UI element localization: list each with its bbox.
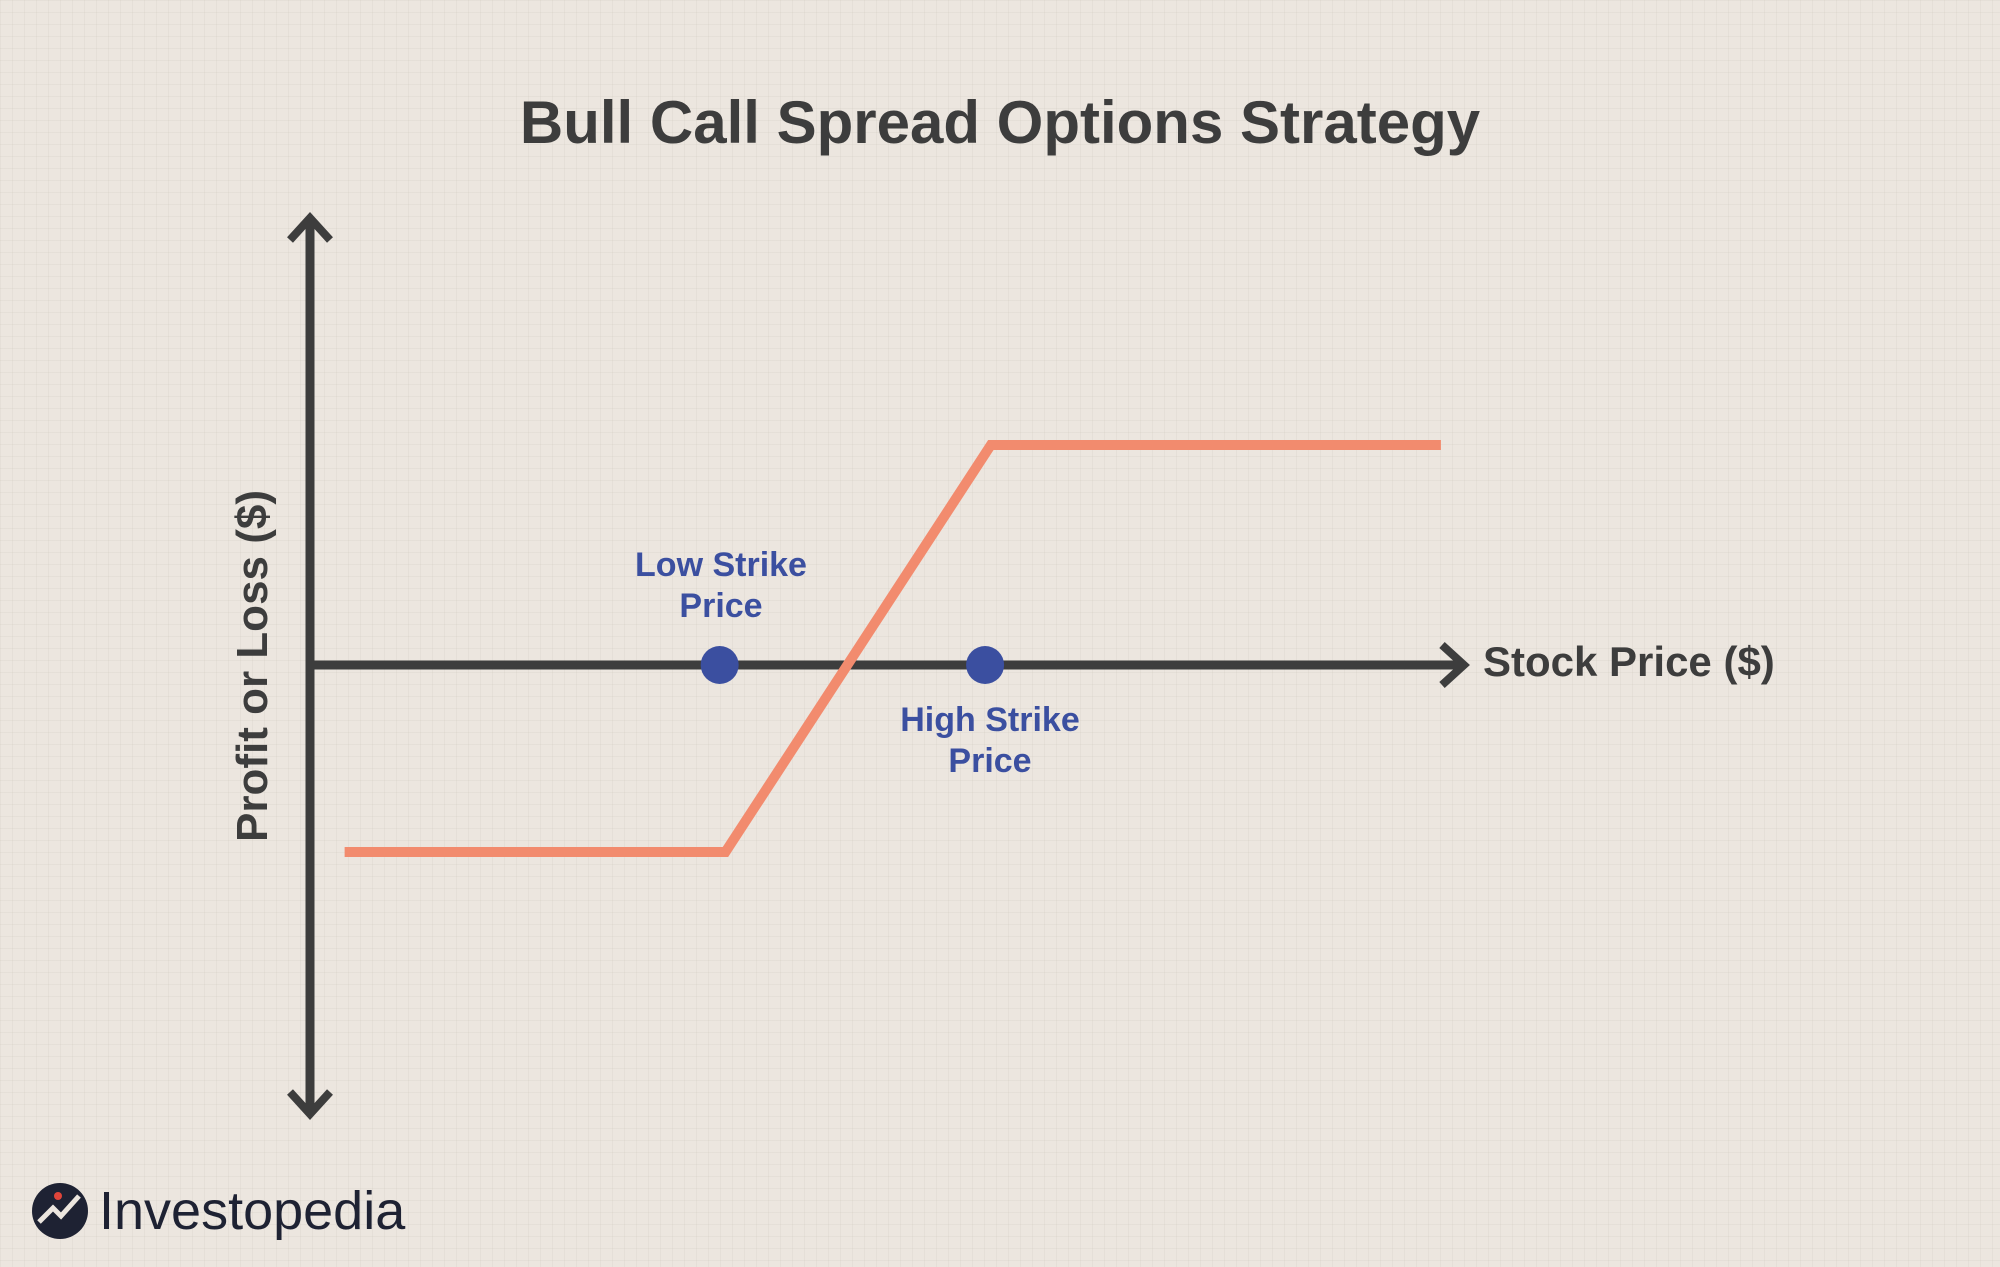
high-strike-marker	[966, 646, 1005, 684]
x-axis-arrow	[1439, 642, 1470, 688]
high-strike-label-line2: Price	[948, 742, 1032, 780]
investopedia-logo: Investopedia	[31, 1180, 405, 1242]
investopedia-logo-icon	[32, 1183, 88, 1239]
y-axis-arrow-bottom	[287, 1089, 333, 1120]
chart-title: Bull Call Spread Options Strategy	[519, 89, 1481, 156]
payoff-line	[344, 440, 1441, 857]
y-axis-label: Profit or Loss ($)	[228, 489, 277, 843]
low-strike-label-line2: Price	[679, 587, 763, 625]
low-strike-marker	[700, 646, 739, 684]
low-strike-label: Low Strike Price	[571, 545, 871, 627]
high-strike-label-line1: High Strike	[900, 701, 1080, 739]
low-strike-label-line1: Low Strike	[635, 546, 807, 584]
y-axis-arrow-top	[287, 212, 333, 243]
high-strike-label: High Strike Price	[840, 700, 1140, 782]
axes	[287, 212, 1470, 1120]
investopedia-logo-text: Investopedia	[99, 1181, 406, 1241]
x-axis-label: Stock Price ($)	[1483, 638, 1775, 685]
